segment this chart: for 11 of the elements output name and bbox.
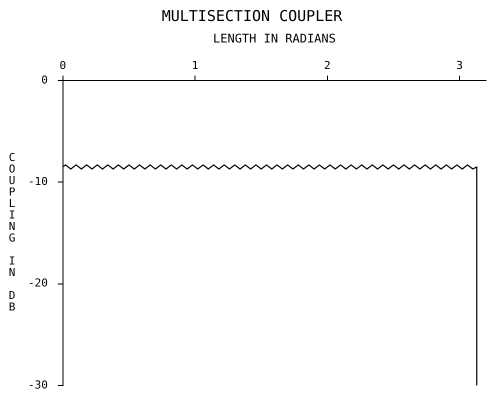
y-tick-label: -20	[28, 276, 48, 290]
y-tick-label: -10	[28, 175, 48, 188]
text: COUPLING IN DB	[8, 151, 16, 314]
x-tick-label: 2	[324, 58, 331, 72]
y-tick-label: 0	[41, 73, 48, 86]
x-tick-label: 0	[60, 58, 66, 72]
x-tick-label: 1	[192, 58, 198, 72]
x-tick-label: 3	[456, 58, 463, 72]
chart-title: MULTISECTION COUPLER	[162, 6, 344, 25]
x-axis-title: LENGTH IN RADIANS	[213, 31, 336, 46]
y-tick-label: -30	[28, 378, 48, 392]
